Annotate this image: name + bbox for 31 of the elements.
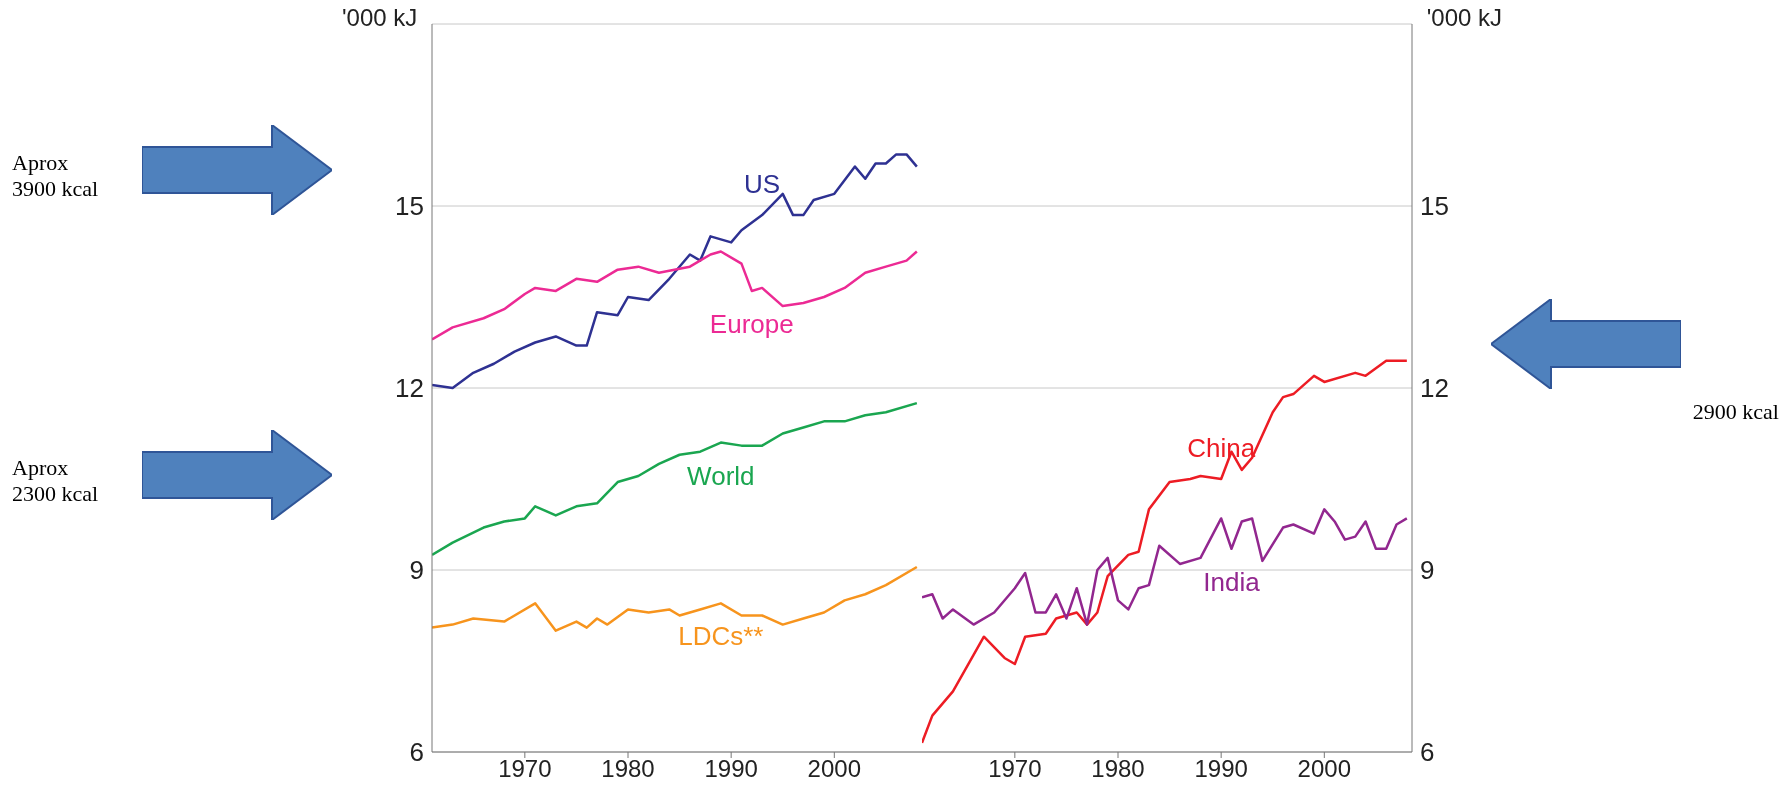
y-tick-label: 9 (409, 555, 424, 586)
y-tick-label: 6 (409, 737, 424, 768)
x-tick-label: 1980 (1091, 755, 1145, 783)
y-tick-label: 9 (1420, 555, 1435, 586)
series-label: Europe (709, 308, 794, 339)
x-tick-label: 1970 (988, 755, 1042, 783)
y-tick-label: 15 (1420, 191, 1449, 222)
line-series (432, 401, 919, 557)
y-tick-label: 6 (1420, 737, 1435, 768)
line-series (922, 359, 1409, 745)
y-tick-label: 12 (395, 373, 424, 404)
line-series (922, 508, 1409, 626)
text: Aprox 2300 kcal (12, 455, 99, 508)
series-label: World (687, 460, 755, 491)
series-label: India (1203, 566, 1261, 597)
x-tick-label: 1990 (704, 755, 758, 783)
series-label: US (744, 169, 781, 200)
y-tick-label: 12 (1420, 373, 1449, 404)
x-tick-label: 1980 (601, 755, 655, 783)
y-axis-title: '000 kJ (342, 4, 419, 32)
y-tick-label: 15 (395, 191, 424, 222)
y-axis-title: '000 kJ (1425, 4, 1502, 32)
x-tick-label: 2000 (1297, 755, 1352, 783)
series-label: China (1187, 433, 1256, 463)
text: 2900 kcal (1692, 399, 1779, 426)
x-tick-label: 2000 (807, 755, 862, 783)
x-tick-label: 1970 (498, 755, 552, 783)
series-label: LDCs** (678, 621, 764, 652)
x-tick-label: 1990 (1194, 755, 1248, 783)
text: Aprox 3900 kcal (12, 149, 99, 202)
line-series (432, 250, 919, 341)
